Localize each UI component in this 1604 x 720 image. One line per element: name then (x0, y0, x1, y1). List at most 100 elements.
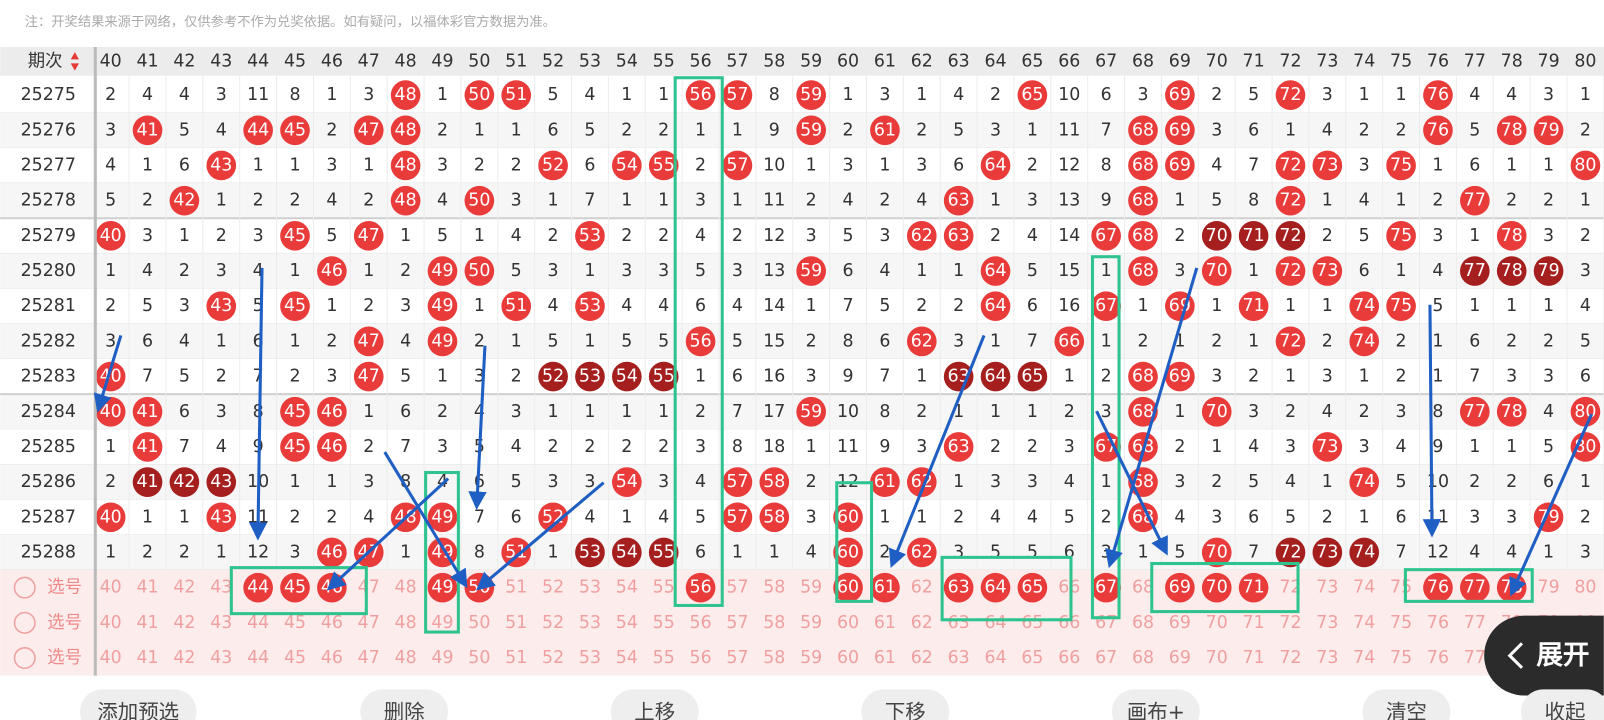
picker-label[interactable]: 选号 (47, 648, 82, 668)
picker-number[interactable]: 44 (247, 648, 269, 668)
picker-number[interactable]: 48 (395, 578, 417, 598)
picker-number[interactable]: 79 (1538, 578, 1560, 598)
picker-number[interactable]: 60 (837, 613, 859, 633)
picker-number[interactable]: 67 (1095, 648, 1117, 668)
picker-number[interactable]: 43 (210, 613, 232, 633)
button-bg[interactable] (861, 689, 950, 720)
picker-number[interactable]: 50 (468, 613, 490, 633)
picker-number[interactable]: 48 (395, 613, 417, 633)
picker-number[interactable]: 40 (100, 648, 122, 668)
picker-number[interactable]: 54 (616, 578, 638, 598)
picker-number[interactable]: 70 (1206, 648, 1228, 668)
picker-number[interactable]: 77 (1464, 613, 1486, 633)
selected-ball[interactable] (1238, 572, 1269, 603)
button-label[interactable]: 添加预选 (97, 700, 179, 720)
picker-number[interactable]: 41 (136, 578, 158, 598)
picker-number[interactable]: 41 (136, 613, 158, 633)
picker-number[interactable]: 47 (358, 613, 380, 633)
selected-ball[interactable] (427, 572, 458, 603)
picker-number[interactable]: 46 (321, 613, 343, 633)
picker-number[interactable]: 68 (1132, 648, 1154, 668)
button-label[interactable]: 上移 (634, 700, 675, 720)
picker-number[interactable]: 58 (763, 648, 785, 668)
selected-ball[interactable] (1423, 572, 1453, 603)
picker-number[interactable]: 74 (1353, 578, 1375, 598)
picker-number[interactable]: 71 (1243, 648, 1265, 668)
picker-number[interactable]: 41 (136, 648, 158, 668)
picker-number[interactable]: 75 (1390, 578, 1412, 598)
radio[interactable] (13, 611, 36, 634)
picker-number[interactable]: 70 (1206, 578, 1228, 598)
picker-number[interactable]: 69 (1169, 648, 1191, 668)
picker-number[interactable]: 62 (911, 578, 933, 598)
picker-number[interactable]: 74 (1353, 613, 1375, 633)
picker-number[interactable]: 68 (1132, 613, 1154, 633)
expand-label[interactable]: 展开 (1536, 640, 1589, 671)
selected-ball[interactable] (870, 572, 900, 603)
selected-ball[interactable] (943, 572, 974, 603)
picker-number[interactable]: 57 (726, 648, 748, 668)
picker-number[interactable]: 76 (1427, 578, 1449, 598)
picker-number[interactable]: 42 (173, 648, 195, 668)
picker-number[interactable]: 57 (726, 613, 748, 633)
picker-number[interactable]: 40 (100, 578, 122, 598)
picker-number[interactable]: 43 (210, 578, 232, 598)
picker-number[interactable]: 61 (874, 648, 896, 668)
picker-number[interactable]: 59 (800, 648, 822, 668)
picker-number[interactable]: 55 (653, 613, 675, 633)
picker-number[interactable]: 52 (542, 648, 564, 668)
picker-number[interactable]: 68 (1132, 578, 1154, 598)
picker-number[interactable]: 54 (616, 648, 638, 668)
selected-ball[interactable] (685, 572, 716, 603)
picker-number[interactable]: 49 (431, 613, 453, 633)
button-label[interactable]: 收起 (1545, 700, 1586, 720)
picker-number[interactable]: 47 (358, 648, 380, 668)
picker-number[interactable]: 47 (358, 578, 380, 598)
picker-label[interactable]: 选号 (47, 578, 82, 598)
picker-number[interactable]: 67 (1095, 578, 1117, 598)
picker-number[interactable]: 55 (653, 578, 675, 598)
picker-number[interactable]: 44 (247, 578, 269, 598)
picker-number[interactable]: 66 (1058, 578, 1080, 598)
picker-number[interactable]: 45 (284, 613, 306, 633)
selected-ball[interactable] (243, 572, 273, 603)
button-bg[interactable] (1362, 689, 1451, 720)
picker-number[interactable]: 61 (874, 613, 896, 633)
picker-number[interactable]: 73 (1316, 648, 1338, 668)
expand-button[interactable]: 展开 (1484, 615, 1604, 696)
picker-number[interactable]: 49 (431, 578, 453, 598)
picker-number[interactable]: 67 (1095, 613, 1117, 633)
picker-number[interactable]: 43 (210, 648, 232, 668)
picker-number[interactable]: 56 (690, 648, 712, 668)
picker-number[interactable]: 63 (948, 578, 970, 598)
picker-number[interactable]: 50 (468, 648, 490, 668)
picker-number[interactable]: 45 (284, 578, 306, 598)
radio[interactable] (13, 647, 36, 670)
expand-bg[interactable] (1484, 615, 1604, 696)
picker-number[interactable]: 58 (763, 578, 785, 598)
picker-number[interactable]: 51 (505, 648, 527, 668)
picker-number[interactable]: 63 (948, 613, 970, 633)
picker-number[interactable]: 55 (653, 648, 675, 668)
picker-number[interactable]: 66 (1058, 648, 1080, 668)
picker-number[interactable]: 52 (542, 613, 564, 633)
button-bg[interactable] (1520, 689, 1604, 720)
picker-number[interactable]: 72 (1279, 613, 1301, 633)
selected-ball[interactable] (980, 572, 1011, 603)
picker-number[interactable]: 58 (763, 613, 785, 633)
picker-number[interactable]: 60 (837, 648, 859, 668)
picker-number[interactable]: 42 (173, 578, 195, 598)
picker-number[interactable]: 71 (1243, 613, 1265, 633)
picker-number[interactable]: 59 (800, 613, 822, 633)
picker-number[interactable]: 64 (984, 648, 1006, 668)
picker-number[interactable]: 65 (1021, 648, 1043, 668)
selected-ball[interactable] (1091, 572, 1121, 603)
picker-number[interactable]: 53 (579, 648, 601, 668)
selected-ball[interactable] (1165, 572, 1195, 603)
picker-number[interactable]: 56 (690, 613, 712, 633)
selected-ball[interactable] (1017, 572, 1048, 603)
button-bg[interactable] (610, 689, 699, 720)
button-bg[interactable] (1111, 689, 1200, 720)
button-label[interactable]: 下移 (885, 700, 926, 720)
picker-number[interactable]: 73 (1316, 613, 1338, 633)
